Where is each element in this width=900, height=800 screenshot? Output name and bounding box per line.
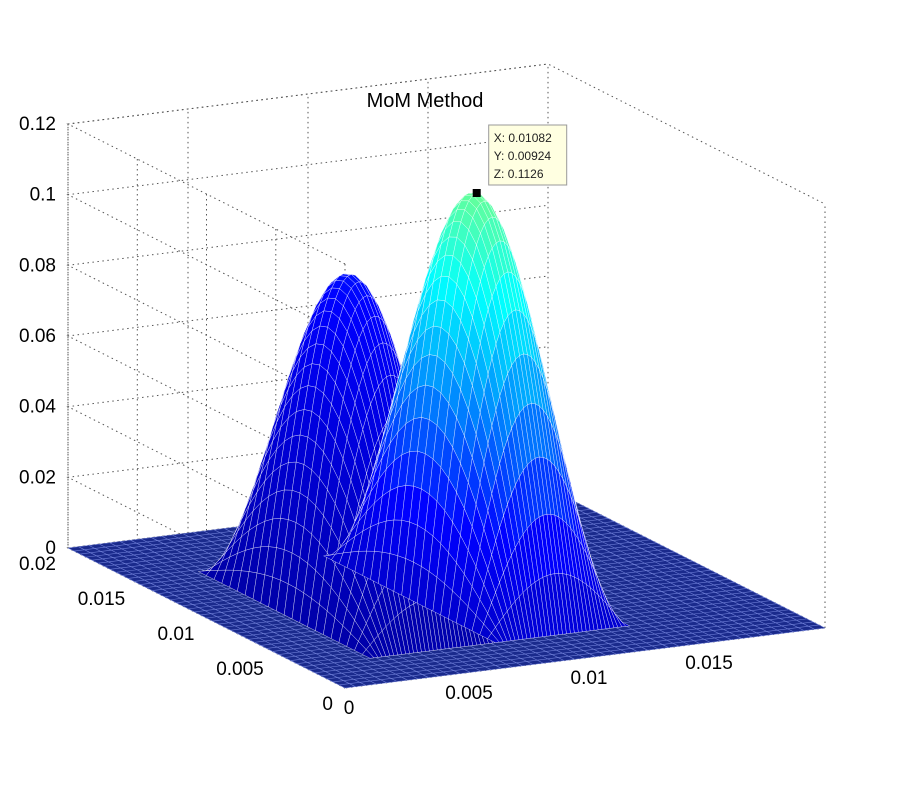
y-tick-label-0: 0 [322,694,333,715]
datatip-line-2: Y: 0.00924 [494,149,552,163]
surface-mounds [197,192,631,659]
y-tick-label-4: 0.02 [19,554,56,575]
chart-title: MoM Method [367,90,484,112]
floor-mesh-y-4 [320,615,801,677]
datatip-box [488,124,568,186]
y-tick-label-3: 0.015 [78,589,126,610]
axis-ticks: 00.020.040.060.080.10.1200.0050.010.0150… [19,114,733,719]
x-tick-label-3: 0.015 [685,653,733,674]
z-tick-label-1: 0.02 [19,467,56,488]
datatip-marker [472,189,481,198]
y-tick-label-1: 0.005 [216,659,264,680]
datatip-line-1: X: 0.01082 [494,131,552,145]
floor-mesh-y-5 [314,612,795,674]
z-tick-label-2: 0.04 [19,397,56,418]
datatip-line-3: Z: 0.1126 [494,167,544,181]
z-gridline-2 [66,346,549,548]
floor-mesh-y-6 [308,609,789,671]
z-tick-label-6: 0.12 [19,114,56,135]
x-tick-label-0: 0 [344,698,355,719]
floor-mesh-y-0 [344,627,826,689]
floor-mesh-y-1 [338,624,820,686]
z-tick-label-5: 0.1 [30,185,56,206]
x-tick-label-2: 0.01 [571,668,608,689]
x-tick-label-1: 0.005 [445,683,493,704]
z-tick-label-0: 0 [45,538,56,559]
data-tip[interactable]: X: 0.01082 Y: 0.00924 Z: 0.1126 [472,124,568,198]
y-tick-label-2: 0.01 [158,624,195,645]
mound-2-patch [617,617,631,627]
floor-mesh-y-3 [326,618,807,680]
z-tick-label-4: 0.08 [19,255,56,276]
z-tick-label-3: 0.06 [19,326,56,347]
box-top-edge [67,63,826,205]
floor-mesh-y-2 [332,621,813,683]
z-gridline-3 [66,275,549,477]
